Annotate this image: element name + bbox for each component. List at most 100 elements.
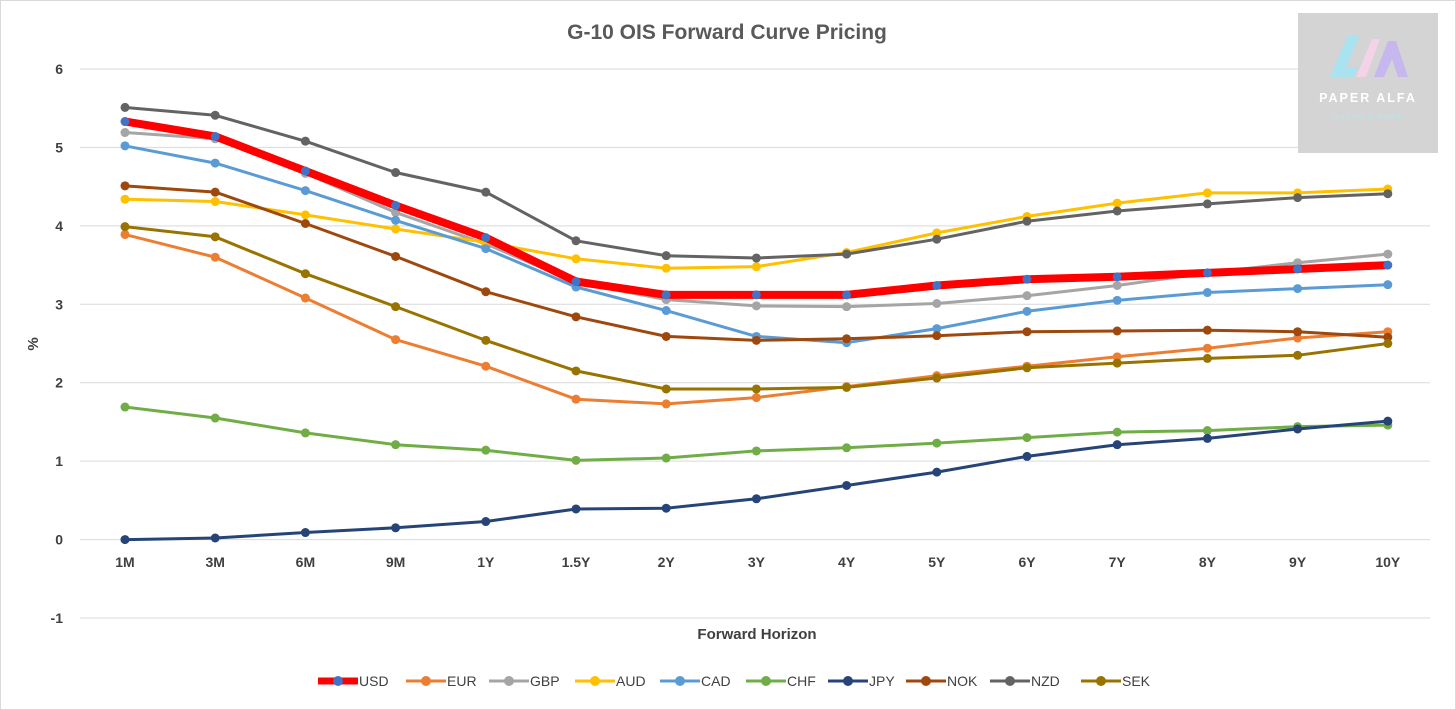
data-point bbox=[842, 480, 852, 490]
legend-item-jpy: JPY bbox=[828, 673, 895, 689]
logo-mark-icon bbox=[1330, 35, 1408, 77]
data-point bbox=[751, 301, 761, 311]
data-point bbox=[210, 110, 220, 120]
data-point bbox=[210, 187, 220, 197]
data-point bbox=[481, 244, 491, 254]
legend-marker bbox=[590, 676, 600, 686]
x-tick-label: 9Y bbox=[1289, 554, 1307, 570]
x-axis-label: Forward Horizon bbox=[697, 626, 816, 643]
data-point bbox=[481, 445, 491, 455]
data-point bbox=[481, 187, 491, 197]
legend-item-eur: EUR bbox=[406, 673, 477, 689]
data-point bbox=[1022, 306, 1032, 316]
legend-label: AUD bbox=[616, 673, 646, 689]
data-point bbox=[1293, 327, 1303, 337]
series-usd bbox=[120, 117, 1393, 300]
series-nok bbox=[120, 181, 1393, 345]
data-point bbox=[481, 335, 491, 345]
series-line-jpy bbox=[123, 419, 1390, 542]
x-tick-label: 6Y bbox=[1018, 554, 1036, 570]
legend-marker bbox=[1005, 676, 1015, 686]
data-point bbox=[842, 249, 852, 259]
data-point bbox=[210, 252, 220, 262]
data-point bbox=[1202, 199, 1212, 209]
data-point bbox=[571, 504, 581, 514]
data-point bbox=[300, 428, 310, 438]
series-nzd bbox=[120, 102, 1393, 263]
data-point bbox=[932, 234, 942, 244]
data-point bbox=[120, 128, 130, 138]
data-point bbox=[571, 277, 581, 287]
data-point bbox=[1202, 188, 1212, 198]
chart-title: G-10 OIS Forward Curve Pricing bbox=[567, 21, 887, 44]
legend-label: CHF bbox=[787, 673, 816, 689]
data-point bbox=[120, 229, 130, 239]
series-line-nzd bbox=[123, 105, 1390, 260]
data-point bbox=[1022, 216, 1032, 226]
x-tick-label: 1.5Y bbox=[562, 554, 591, 570]
data-point bbox=[1112, 295, 1122, 305]
data-point bbox=[481, 233, 491, 243]
series-layer bbox=[120, 102, 1393, 545]
y-axis-label: % bbox=[25, 337, 42, 350]
data-point bbox=[571, 236, 581, 246]
legend-label: EUR bbox=[447, 673, 477, 689]
paper-alfa-logo: PAPER ALFA MACRO & MORE bbox=[1298, 13, 1438, 153]
y-tick-label: 4 bbox=[55, 218, 63, 234]
data-point bbox=[120, 402, 130, 412]
data-point bbox=[1202, 268, 1212, 278]
data-point bbox=[1112, 352, 1122, 362]
data-point bbox=[1383, 280, 1393, 290]
y-tick-label: -1 bbox=[51, 610, 64, 626]
data-point bbox=[1022, 363, 1032, 373]
x-tick-label: 10Y bbox=[1375, 554, 1401, 570]
data-point bbox=[481, 287, 491, 297]
data-point bbox=[1293, 424, 1303, 434]
series-chf bbox=[120, 402, 1393, 465]
y-tick-label: 0 bbox=[55, 532, 63, 548]
data-point bbox=[210, 413, 220, 423]
data-point bbox=[571, 254, 581, 264]
x-tick-label: 4Y bbox=[838, 554, 856, 570]
data-point bbox=[210, 131, 220, 141]
data-point bbox=[391, 215, 401, 225]
data-point bbox=[1383, 416, 1393, 426]
legend-item-cad: CAD bbox=[660, 673, 731, 689]
x-tick-label: 8Y bbox=[1199, 554, 1217, 570]
data-point bbox=[300, 293, 310, 303]
data-point bbox=[1022, 291, 1032, 301]
data-point bbox=[120, 535, 130, 545]
data-point bbox=[751, 253, 761, 263]
legend: USD EUR GBP AUD CAD CHF JPY NOK NZD SEK bbox=[318, 673, 1151, 689]
data-point bbox=[932, 438, 942, 448]
data-point bbox=[1293, 350, 1303, 360]
data-point bbox=[1112, 198, 1122, 208]
data-point bbox=[1022, 433, 1032, 443]
data-point bbox=[932, 331, 942, 341]
data-point bbox=[120, 102, 130, 112]
data-point bbox=[751, 446, 761, 456]
logo-tagline: MACRO & MORE bbox=[1333, 114, 1403, 121]
data-point bbox=[661, 384, 671, 394]
data-point bbox=[751, 494, 761, 504]
data-point bbox=[842, 443, 852, 453]
data-point bbox=[661, 331, 671, 341]
x-tick-label: 3Y bbox=[748, 554, 766, 570]
data-point bbox=[571, 366, 581, 376]
legend-marker bbox=[675, 676, 685, 686]
legend-marker bbox=[843, 676, 853, 686]
data-point bbox=[661, 290, 671, 300]
data-point bbox=[1112, 427, 1122, 437]
legend-item-chf: CHF bbox=[746, 673, 816, 689]
y-tick-label: 1 bbox=[55, 453, 63, 469]
data-point bbox=[391, 251, 401, 261]
data-point bbox=[932, 324, 942, 334]
data-point bbox=[1383, 260, 1393, 270]
x-tick-label: 1M bbox=[115, 554, 134, 570]
y-tick-label: 6 bbox=[55, 61, 63, 77]
data-point bbox=[210, 533, 220, 543]
data-point bbox=[120, 222, 130, 232]
series-sek bbox=[120, 222, 1393, 394]
logo-name: PAPER ALFA bbox=[1319, 91, 1417, 105]
data-point bbox=[751, 262, 761, 272]
